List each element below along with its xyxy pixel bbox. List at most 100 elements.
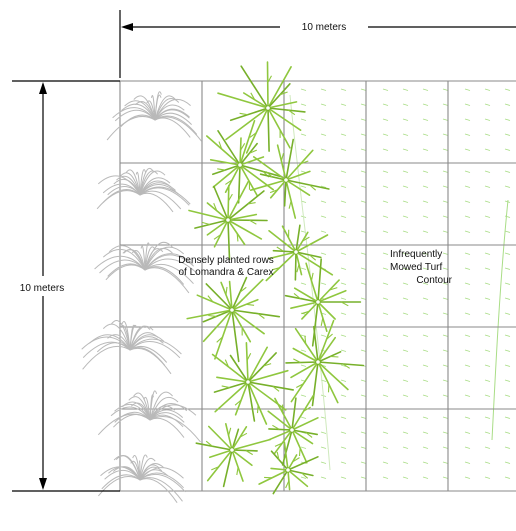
turf-dash — [442, 461, 449, 464]
turf-dash — [442, 431, 449, 434]
turf-dash — [442, 416, 449, 419]
grey-grass-blade — [81, 336, 131, 351]
green-spoke-branch — [234, 399, 242, 406]
turf-dash — [442, 446, 449, 449]
turf-dash — [402, 349, 409, 352]
grey-grass-blade — [139, 467, 184, 481]
grey-grass-blade — [139, 454, 148, 481]
turf-dash — [402, 267, 409, 270]
green-spoke-branch — [224, 359, 230, 368]
green-spoke — [231, 309, 281, 318]
turf-dash — [382, 215, 389, 218]
green-spoke — [249, 179, 287, 191]
green-spoke — [239, 164, 283, 178]
green-spoke — [231, 428, 240, 451]
green-spoke-branch — [239, 112, 248, 116]
turf-dash — [340, 282, 347, 285]
turf-dash — [300, 88, 307, 91]
green-spoke-branch — [320, 317, 324, 327]
green-spoke-branch — [249, 149, 258, 154]
grey-grass-blade — [89, 334, 131, 351]
green-starburst-plant — [188, 180, 268, 261]
grey-grass-blade — [154, 116, 203, 142]
green-spoke — [206, 202, 229, 221]
green-spoke — [311, 361, 319, 407]
left-dimension-arrowhead-bottom — [39, 478, 47, 490]
turf-dash — [484, 334, 491, 337]
turf-dash — [402, 170, 409, 173]
turf-dash — [300, 416, 307, 419]
turf-dash — [402, 148, 409, 151]
turf-label-line3: Contour — [416, 275, 452, 286]
green-spoke — [196, 294, 233, 311]
turf-dash — [300, 349, 307, 352]
green-plant-center — [315, 359, 321, 365]
turf-dash — [382, 170, 389, 173]
green-spoke-branch — [300, 160, 309, 165]
green-spoke-branch — [279, 91, 288, 96]
green-spoke — [292, 347, 319, 363]
green-spoke-branch — [304, 335, 307, 344]
green-spoke — [253, 156, 287, 181]
grey-grass-blade — [129, 336, 164, 351]
turf-dash — [382, 364, 389, 367]
green-spoke — [265, 251, 297, 282]
turf-dash — [504, 431, 511, 434]
turf-dash — [382, 282, 389, 285]
turf-dash — [464, 230, 471, 233]
green-spoke — [267, 107, 270, 152]
green-spoke — [212, 164, 241, 176]
grey-grass-blade — [82, 345, 131, 370]
green-spoke-branch — [342, 363, 351, 369]
green-spoke — [214, 309, 233, 360]
top-dimension: 10 meters — [119, 10, 516, 78]
turf-dash — [360, 349, 367, 352]
turf-dash — [464, 446, 471, 449]
turf-dash — [340, 349, 347, 352]
turf-dash — [360, 230, 367, 233]
turf-dash — [442, 185, 449, 188]
grey-grass-blade — [149, 404, 197, 421]
turf-dash — [382, 133, 389, 136]
green-spoke — [295, 251, 322, 259]
turf-dash — [360, 88, 367, 91]
green-spoke-branch — [221, 385, 230, 389]
grey-grass-blade — [114, 411, 151, 423]
turf-dash — [402, 230, 409, 233]
turf-dash — [464, 297, 471, 300]
turf-dash — [320, 230, 327, 233]
green-spoke — [231, 298, 259, 311]
grey-grass-clump — [98, 454, 186, 503]
green-spoke — [291, 429, 319, 436]
turf-dash — [402, 394, 409, 397]
mowed-turf-hatching — [289, 88, 511, 479]
green-spoke — [295, 234, 329, 253]
turf-dash — [320, 215, 327, 218]
green-spoke-branch — [240, 143, 246, 151]
green-spoke — [247, 369, 289, 383]
turf-dash — [320, 446, 327, 449]
green-spoke-branch — [236, 233, 239, 242]
turf-dash — [360, 431, 367, 434]
turf-dash — [382, 252, 389, 255]
turf-dash — [484, 88, 491, 91]
turf-dash — [382, 297, 389, 300]
turf-dash — [504, 364, 511, 367]
green-spoke — [291, 429, 314, 445]
green-spoke — [195, 442, 233, 451]
turf-dash — [402, 461, 409, 464]
turf-dash — [442, 148, 449, 151]
grey-grass-blade — [102, 248, 146, 271]
green-spoke-branch — [211, 466, 219, 471]
green-spoke — [231, 438, 272, 451]
turf-dash — [464, 215, 471, 218]
grey-grass-blade — [133, 95, 156, 121]
grey-grass-clumps — [81, 91, 203, 503]
green-spoke — [317, 361, 339, 404]
green-spoke — [281, 429, 293, 466]
green-spoke — [295, 251, 303, 276]
turf-dash — [484, 297, 491, 300]
green-spoke — [259, 173, 287, 181]
grey-grass-blade — [97, 413, 151, 436]
left-dimension: 10 meters — [12, 80, 120, 492]
